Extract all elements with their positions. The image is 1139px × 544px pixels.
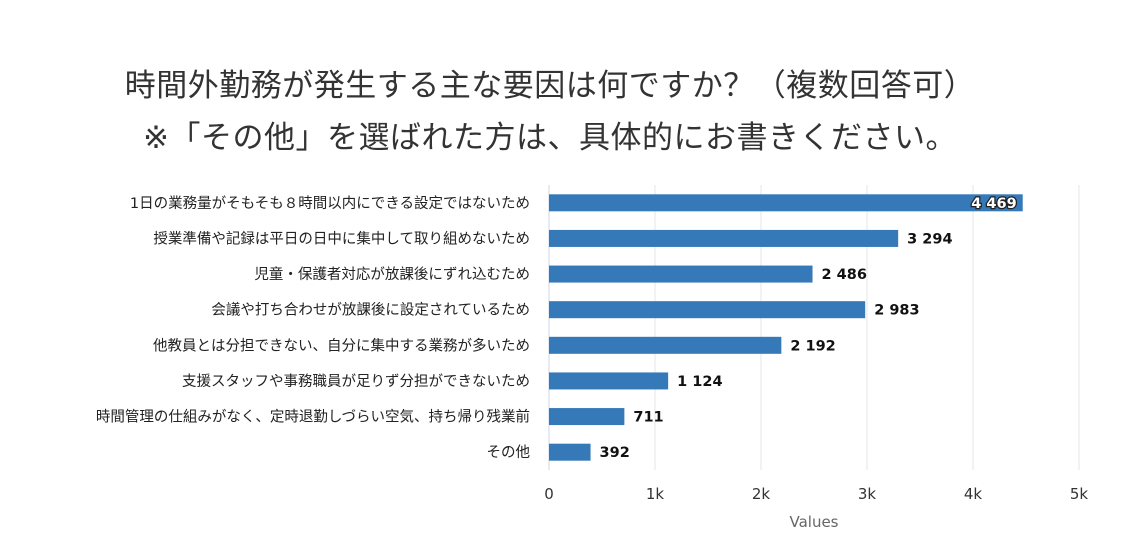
category-label: 児童・保護者対応が放課後にずれ込むため [254, 265, 530, 283]
category-label: 授業準備や記録は平日の日中に集中して取り組めないため [153, 230, 530, 247]
data-label: 2 983 [874, 303, 919, 319]
x-tick-label: 0 [544, 485, 554, 503]
data-label: 392 [600, 445, 630, 461]
x-tick-label: 2k [752, 485, 771, 503]
bar [549, 336, 782, 354]
x-tick-label: 4k [964, 485, 983, 503]
x-axis-title: Values [789, 513, 838, 531]
category-label: 支援スタッフや事務職員が足りず分担ができないため [182, 373, 530, 390]
data-label: 2 486 [822, 267, 867, 283]
bar [549, 372, 669, 390]
data-label: 2 192 [790, 338, 835, 354]
category-label: 1日の業務量がそもそも８時間以内にできる設定ではないため [130, 195, 530, 212]
chart-title-line-2: ※「その他」を選ばれた方は、具体的にお書きください。 [143, 120, 957, 156]
category-label: 時間管理の仕組みがなく、定時退勤しづらい空気、持ち帰り残業前 [96, 408, 530, 426]
x-tick-label: 5k [1070, 485, 1089, 503]
category-label: 他教員とは分担できない、自分に集中する業務が多いため [153, 337, 530, 354]
category-label: 会議や打ち合わせが放課後に設定されているため [211, 301, 530, 319]
bar [549, 229, 899, 247]
bar [549, 408, 625, 426]
data-label: 711 [633, 410, 663, 426]
chart-title-line-1: 時間外勤務が発生する主な要因は何ですか？（複数回答可） [124, 68, 976, 104]
x-tick-label: 1k [646, 485, 665, 503]
data-label: 3 294 [907, 231, 952, 247]
bar [549, 301, 866, 319]
data-label: 1 124 [677, 374, 722, 390]
bar [549, 443, 591, 461]
category-label: その他 [487, 444, 531, 461]
x-tick-label: 3k [858, 485, 877, 503]
bar [549, 265, 813, 283]
data-label: 4 469 [971, 196, 1016, 212]
bar [549, 194, 1023, 212]
